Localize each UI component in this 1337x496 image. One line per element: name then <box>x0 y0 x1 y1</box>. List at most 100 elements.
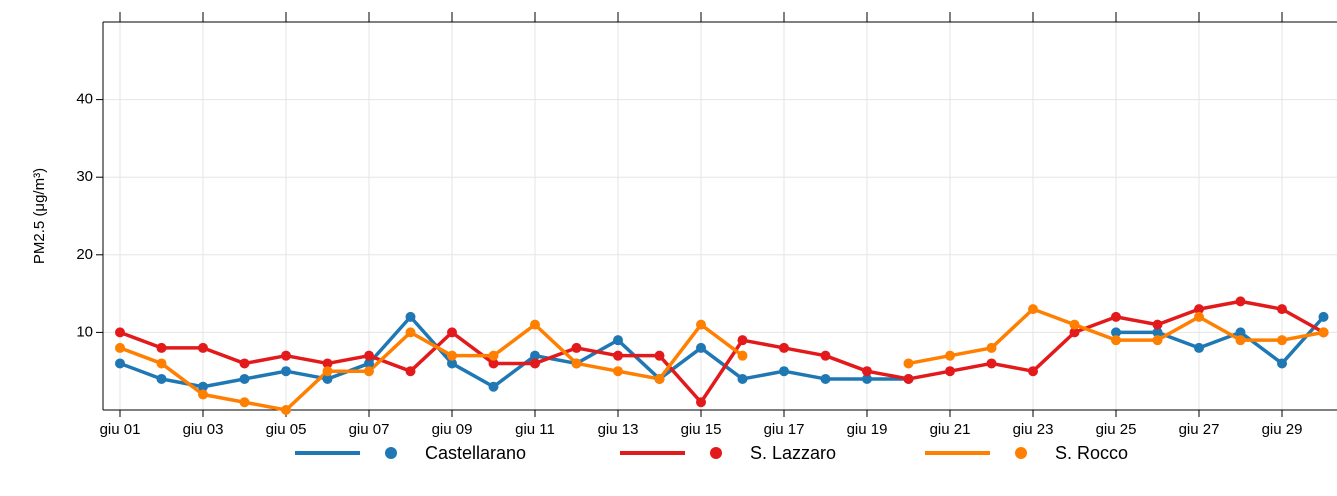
point <box>903 373 914 384</box>
point <box>696 397 706 408</box>
point <box>1152 327 1163 338</box>
point <box>986 358 997 369</box>
point <box>737 335 748 346</box>
point <box>239 397 250 408</box>
point <box>405 311 416 322</box>
x-tick-label: giu 13 <box>598 421 639 438</box>
point <box>779 342 789 353</box>
point <box>696 319 706 330</box>
point <box>1152 319 1163 330</box>
point <box>1318 311 1329 322</box>
series-line <box>119 315 1325 389</box>
point <box>820 350 831 361</box>
point <box>447 350 457 361</box>
point <box>1152 335 1163 346</box>
point <box>1194 342 1204 353</box>
x-tick-label: giu 15 <box>681 421 722 438</box>
point <box>1235 327 1246 338</box>
x-tick-label: giu 05 <box>266 421 307 438</box>
legend-marker <box>385 447 397 459</box>
point <box>779 366 789 377</box>
x-tick-label: giu 01 <box>100 421 141 438</box>
y-tick-label: 40 <box>76 91 93 108</box>
point <box>364 366 374 377</box>
point <box>239 358 250 369</box>
legend-label: S. Rocco <box>1055 443 1128 463</box>
point <box>322 358 333 369</box>
point <box>613 350 623 361</box>
x-tick-label: giu 03 <box>183 421 224 438</box>
point <box>281 350 291 361</box>
point <box>1194 311 1204 322</box>
x-tick-label: giu 11 <box>515 421 555 438</box>
y-tick-label: 30 <box>76 168 93 185</box>
point <box>1318 327 1329 338</box>
point <box>364 358 374 369</box>
point <box>1194 304 1204 315</box>
x-tick-label: giu 07 <box>349 421 390 438</box>
point <box>945 350 955 361</box>
point <box>654 350 665 361</box>
point <box>488 381 499 392</box>
point <box>530 319 540 330</box>
legend-label: Castellarano <box>425 443 526 463</box>
x-tick-label: giu 19 <box>847 421 888 438</box>
y-tick-label: 20 <box>76 246 93 263</box>
point <box>198 389 208 400</box>
point <box>156 342 167 353</box>
point <box>281 366 291 377</box>
point <box>737 373 748 384</box>
point <box>1277 358 1287 369</box>
point <box>613 335 623 346</box>
x-tick-label: giu 09 <box>432 421 473 438</box>
point <box>862 373 872 384</box>
point <box>281 405 291 415</box>
point <box>156 373 167 384</box>
point <box>696 342 706 353</box>
point <box>156 358 167 369</box>
x-tick-label: giu 21 <box>930 421 971 438</box>
series-line <box>119 299 1325 404</box>
point <box>862 366 872 377</box>
point <box>820 373 831 384</box>
point <box>364 350 374 361</box>
point <box>1111 335 1121 346</box>
legend-marker <box>710 447 722 459</box>
point <box>945 366 955 377</box>
point <box>571 358 582 369</box>
point <box>530 350 540 361</box>
point <box>322 366 333 377</box>
point <box>1069 327 1080 338</box>
point <box>405 327 416 338</box>
point <box>1277 304 1287 315</box>
point <box>239 373 250 384</box>
point <box>488 358 499 369</box>
x-tick-label: giu 25 <box>1096 421 1137 438</box>
x-tick-label: giu 17 <box>764 421 805 438</box>
point <box>447 327 457 338</box>
point <box>1111 327 1121 338</box>
point <box>737 350 748 361</box>
point <box>1277 335 1287 346</box>
point <box>986 342 997 353</box>
point <box>571 342 582 353</box>
point <box>1235 296 1246 307</box>
point <box>115 342 125 353</box>
legend-label: S. Lazzaro <box>750 443 836 463</box>
point <box>198 342 208 353</box>
point <box>488 350 499 361</box>
y-axis-label: PM2.5 (μg/m³) <box>31 168 48 264</box>
point <box>530 358 540 369</box>
point <box>1235 335 1246 346</box>
point <box>1028 304 1038 315</box>
point <box>1069 319 1080 330</box>
point <box>198 381 208 392</box>
point <box>654 373 665 384</box>
legend-marker <box>1015 447 1027 459</box>
x-tick-label: giu 29 <box>1262 421 1303 438</box>
point <box>405 366 416 377</box>
x-tick-label: giu 27 <box>1179 421 1220 438</box>
point <box>447 358 457 369</box>
point <box>903 358 914 369</box>
